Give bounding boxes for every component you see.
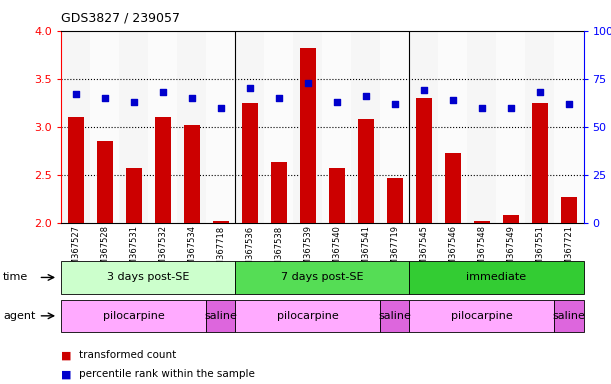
Bar [213,221,229,223]
Bar [503,215,519,223]
Point [535,89,545,95]
Point [245,85,255,91]
Point [390,101,400,107]
Text: percentile rank within the sample: percentile rank within the sample [79,369,255,379]
Text: agent: agent [3,311,35,321]
Bar [445,153,461,223]
Bar [555,31,584,223]
Point [129,99,139,105]
Bar [242,103,258,223]
Bar [119,31,148,223]
Bar [323,31,351,223]
Bar [264,31,293,223]
Bar [496,31,525,223]
Text: ■: ■ [61,350,71,360]
Point [564,101,574,107]
Bar [68,117,84,223]
Bar [532,103,548,223]
Point [216,104,225,111]
Text: saline: saline [378,311,411,321]
Point [274,95,284,101]
Bar [148,31,177,223]
Text: saline: saline [552,311,585,321]
Bar [351,31,380,223]
Point [448,97,458,103]
Text: immediate: immediate [466,272,527,283]
Bar [300,48,316,223]
Bar [61,31,90,223]
Bar [409,31,438,223]
Point [158,89,167,95]
Bar [416,98,432,223]
Bar [329,168,345,223]
Bar [467,31,496,223]
Bar [358,119,374,223]
Point [419,87,429,93]
Point [71,91,81,97]
Text: ■: ■ [61,369,71,379]
Text: transformed count: transformed count [79,350,177,360]
Bar [438,31,467,223]
Text: GDS3827 / 239057: GDS3827 / 239057 [61,12,180,25]
Point [303,79,313,86]
Point [361,93,371,99]
Bar [293,31,323,223]
Text: time: time [3,272,28,283]
Bar [235,31,264,223]
Bar [387,177,403,223]
Point [332,99,342,105]
Point [187,95,197,101]
Text: 7 days post-SE: 7 days post-SE [281,272,364,283]
Bar [271,162,287,223]
Bar [184,125,200,223]
Bar [525,31,555,223]
Text: pilocarpine: pilocarpine [103,311,164,321]
Point [506,104,516,111]
Bar [177,31,207,223]
Text: pilocarpine: pilocarpine [277,311,338,321]
Bar [206,31,235,223]
Bar [155,117,170,223]
Text: pilocarpine: pilocarpine [451,311,513,321]
Bar [380,31,409,223]
Text: 3 days post-SE: 3 days post-SE [107,272,189,283]
Bar [126,168,142,223]
Point [100,95,109,101]
Bar [561,197,577,223]
Bar [474,221,490,223]
Text: saline: saline [204,311,237,321]
Point [477,104,487,111]
Bar [97,141,112,223]
Bar [90,31,119,223]
